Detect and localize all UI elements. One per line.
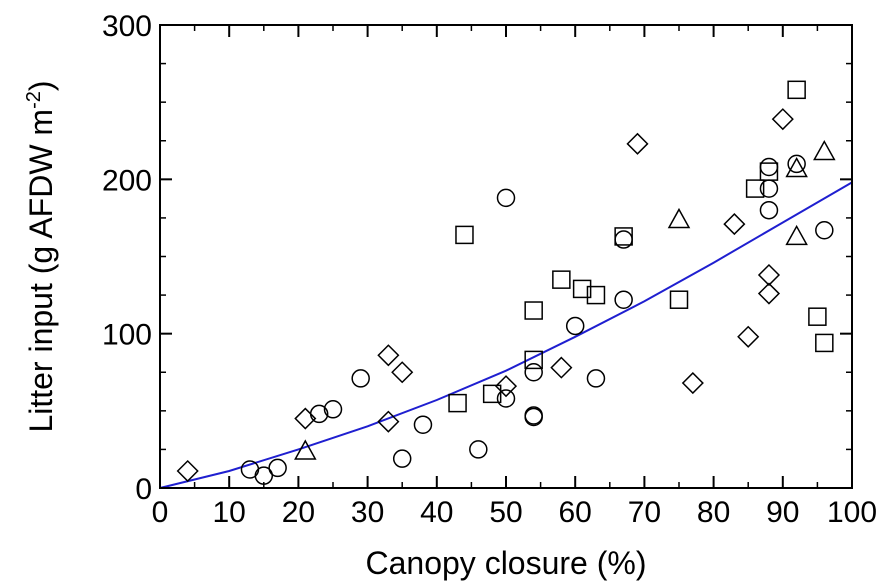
circle-point xyxy=(496,188,516,208)
diamond-point xyxy=(550,356,573,379)
x-tick-label: 0 xyxy=(152,496,169,529)
circle-point xyxy=(268,458,287,478)
circle-point xyxy=(469,440,488,459)
diamond-point xyxy=(681,371,704,395)
circle-point xyxy=(524,406,543,425)
x-axis-title: Canopy closure (%) xyxy=(366,545,647,581)
square-point xyxy=(669,290,689,309)
circle-point xyxy=(787,154,806,174)
diamond-point xyxy=(626,132,649,155)
circle-point xyxy=(413,415,433,434)
square-point xyxy=(524,350,543,370)
circle-point xyxy=(524,407,543,427)
diamond-point xyxy=(377,344,400,367)
y-tick-label: 0 xyxy=(135,473,152,506)
x-tick-label: 100 xyxy=(827,496,877,529)
circle-point xyxy=(759,200,779,220)
circle-point xyxy=(565,316,585,336)
circle-point xyxy=(323,400,343,419)
diamond-point xyxy=(757,263,781,287)
fit-line-layer xyxy=(159,181,853,489)
square-point xyxy=(815,333,834,353)
square-point xyxy=(586,285,606,305)
x-tick-label: 40 xyxy=(420,496,453,529)
square-point xyxy=(808,307,827,326)
circle-point xyxy=(392,449,412,468)
diamond-point xyxy=(494,375,518,398)
diamond-point xyxy=(391,361,414,384)
square-point xyxy=(614,227,633,246)
diamond-point xyxy=(757,282,781,305)
triangle-point xyxy=(813,140,836,161)
square-point xyxy=(448,393,467,413)
square-point xyxy=(787,80,806,100)
square-point xyxy=(455,225,474,245)
y-tick-label: 200 xyxy=(102,164,152,197)
x-tick-label: 80 xyxy=(697,496,730,529)
diamond-point xyxy=(737,325,760,348)
y-tick-label: 300 xyxy=(102,10,152,43)
diamond-point xyxy=(294,407,317,430)
triangle-point xyxy=(667,207,691,229)
square-point xyxy=(524,301,543,320)
x-tick-label: 60 xyxy=(559,496,592,529)
x-tick-label: 50 xyxy=(489,496,522,529)
square-point xyxy=(552,270,571,289)
circle-point xyxy=(759,157,779,177)
diamond-point xyxy=(176,459,199,483)
y-tick-label: 100 xyxy=(102,319,152,352)
circle-point xyxy=(614,290,633,309)
tick-layer: 0 10 20 30 40 50 60 70 80 90 100 0 100 200 300 xyxy=(102,10,877,529)
diamond-point xyxy=(723,213,746,236)
y-axis-title-main: Litter input (g AFDW m xyxy=(23,109,59,433)
square-point xyxy=(759,162,779,181)
y-axis-title-superscript: -2 xyxy=(23,91,45,109)
x-tick-label: 90 xyxy=(766,496,799,529)
y-axis-title-suffix: ) xyxy=(23,80,59,91)
x-tick-label: 10 xyxy=(213,496,246,529)
triangle-point xyxy=(785,156,808,178)
circle-point xyxy=(351,369,370,388)
plot-frame xyxy=(159,24,853,489)
x-tick-label: 70 xyxy=(628,496,661,529)
y-axis-title: Litter input (g AFDW m-2) xyxy=(23,80,59,432)
marker-layer xyxy=(176,80,836,485)
square-point xyxy=(745,179,765,198)
circle-point xyxy=(524,363,543,382)
circle-point xyxy=(586,369,606,388)
diamond-point xyxy=(377,410,400,433)
fit-curve xyxy=(159,181,853,489)
square-point xyxy=(482,384,502,404)
x-tick-label: 20 xyxy=(282,496,315,529)
diamond-point xyxy=(771,108,794,131)
circle-point xyxy=(815,221,834,240)
x-tick-label: 30 xyxy=(351,496,384,529)
triangle-point xyxy=(294,439,317,460)
circle-point xyxy=(496,389,516,408)
square-point xyxy=(572,279,592,299)
triangle-point xyxy=(785,224,808,246)
